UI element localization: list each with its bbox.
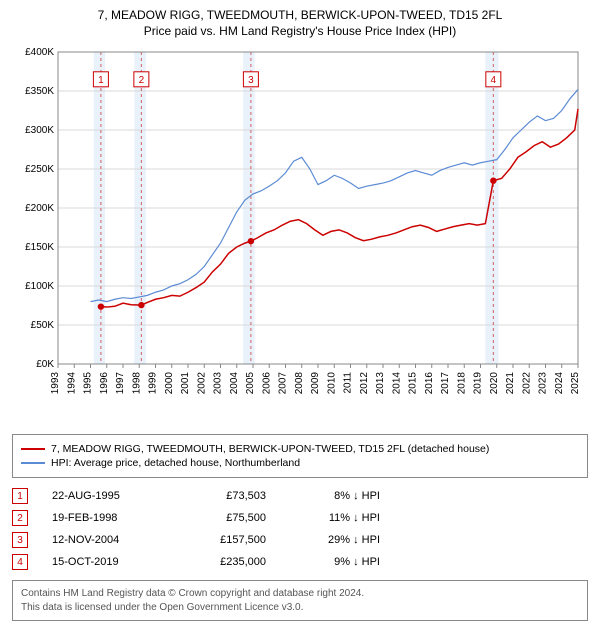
transaction-marker-2: 2 [12,510,28,526]
transaction-price: £73,503 [186,490,266,502]
svg-text:2003: 2003 [213,372,224,395]
transaction-marker-4: 4 [12,554,28,570]
svg-text:1995: 1995 [83,372,94,395]
svg-text:2018: 2018 [456,372,467,395]
svg-text:2011: 2011 [343,372,354,394]
svg-text:2006: 2006 [261,372,272,395]
svg-text:2012: 2012 [359,372,370,395]
legend-label-hpi: HPI: Average price, detached house, Nort… [51,457,300,469]
svg-text:£350K: £350K [25,86,54,97]
legend: 7, MEADOW RIGG, TWEEDMOUTH, BERWICK-UPON… [12,434,588,478]
svg-text:£100K: £100K [25,281,54,292]
svg-text:4: 4 [491,75,497,86]
legend-label-property: 7, MEADOW RIGG, TWEEDMOUTH, BERWICK-UPON… [51,443,489,455]
transaction-date: 15-OCT-2019 [52,556,162,568]
footer-line-1: Contains HM Land Registry data © Crown c… [21,587,579,601]
svg-text:1997: 1997 [115,372,126,395]
transaction-price: £235,000 [186,556,266,568]
svg-text:2020: 2020 [489,372,500,395]
svg-text:2019: 2019 [473,372,484,395]
svg-text:2025: 2025 [570,372,581,395]
svg-text:1996: 1996 [99,372,110,395]
svg-text:£0K: £0K [36,359,54,370]
table-row: 3 12-NOV-2004 £157,500 29% ↓ HPI [12,532,588,548]
svg-text:2: 2 [139,75,145,86]
transaction-diff: 8% ↓ HPI [290,490,380,502]
transaction-diff: 29% ↓ HPI [290,534,380,546]
chart-svg: £0K £50K £100K £150K £200K £250K £300K £350K £40… [12,44,588,424]
transaction-marker-1: 1 [12,488,28,504]
table-row: 2 19-FEB-1998 £75,500 11% ↓ HPI [12,510,588,526]
svg-text:2005: 2005 [245,372,256,395]
transaction-diff: 9% ↓ HPI [290,556,380,568]
legend-swatch-property [21,448,45,450]
svg-text:2013: 2013 [375,372,386,395]
title-line-1: 7, MEADOW RIGG, TWEEDMOUTH, BERWICK-UPON… [12,8,588,22]
svg-text:1998: 1998 [131,372,142,395]
transaction-marker-3: 3 [12,532,28,548]
svg-text:2001: 2001 [180,372,191,395]
transaction-date: 22-AUG-1995 [52,490,162,502]
svg-text:1993: 1993 [50,372,61,395]
svg-text:2007: 2007 [278,372,289,395]
svg-text:2023: 2023 [538,372,549,395]
svg-text:2015: 2015 [408,372,419,395]
transaction-date: 19-FEB-1998 [52,512,162,524]
svg-text:2000: 2000 [164,372,175,395]
table-row: 1 22-AUG-1995 £73,503 8% ↓ HPI [12,488,588,504]
svg-text:2014: 2014 [391,372,402,395]
svg-text:2024: 2024 [554,372,565,395]
svg-text:£400K: £400K [25,47,54,58]
svg-text:2016: 2016 [424,372,435,395]
footer-line-2: This data is licensed under the Open Gov… [21,601,579,615]
svg-text:£200K: £200K [25,203,54,214]
svg-text:1994: 1994 [66,372,77,395]
svg-text:2004: 2004 [229,372,240,395]
svg-text:2002: 2002 [196,372,207,395]
title-line-2: Price paid vs. HM Land Registry's House … [12,24,588,38]
svg-text:2021: 2021 [505,372,516,395]
transaction-price: £75,500 [186,512,266,524]
svg-text:2017: 2017 [440,372,451,395]
transactions-table: 1 22-AUG-1995 £73,503 8% ↓ HPI 2 19-FEB-… [12,488,588,570]
svg-text:£250K: £250K [25,164,54,175]
legend-item-hpi: HPI: Average price, detached house, Nort… [21,457,579,469]
svg-text:2010: 2010 [326,372,337,395]
chart-title-block: 7, MEADOW RIGG, TWEEDMOUTH, BERWICK-UPON… [12,8,588,38]
attribution-footer: Contains HM Land Registry data © Crown c… [12,580,588,621]
legend-item-property: 7, MEADOW RIGG, TWEEDMOUTH, BERWICK-UPON… [21,443,579,455]
transaction-price: £157,500 [186,534,266,546]
svg-text:2008: 2008 [294,372,305,395]
legend-swatch-hpi [21,462,45,464]
price-chart: £0K £50K £100K £150K £200K £250K £300K £350K £40… [12,44,588,424]
svg-text:£150K: £150K [25,242,54,253]
transaction-diff: 11% ↓ HPI [290,512,380,524]
svg-text:2022: 2022 [521,372,532,395]
svg-text:£300K: £300K [25,125,54,136]
svg-text:1999: 1999 [148,372,159,395]
svg-text:£50K: £50K [31,320,55,331]
table-row: 4 15-OCT-2019 £235,000 9% ↓ HPI [12,554,588,570]
svg-text:2009: 2009 [310,372,321,395]
transaction-date: 12-NOV-2004 [52,534,162,546]
svg-text:1: 1 [98,75,104,86]
svg-text:3: 3 [248,75,254,86]
